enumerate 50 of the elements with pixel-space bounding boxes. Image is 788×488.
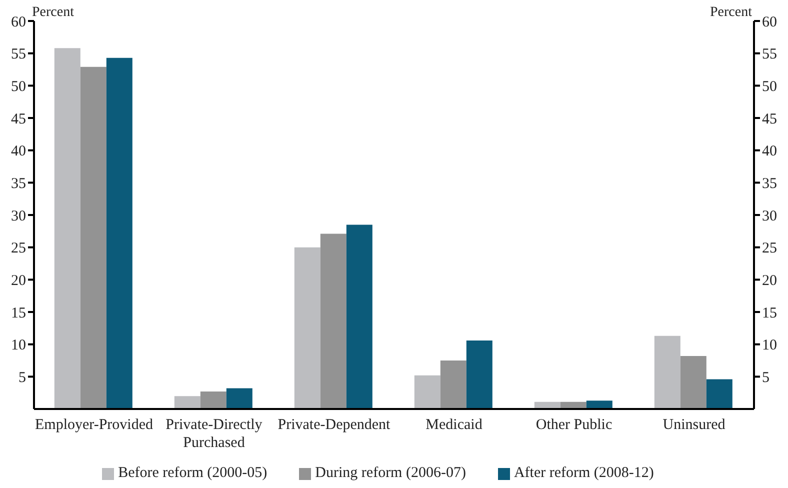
x-tick-label: Uninsured [662,417,726,433]
bar [54,48,80,409]
legend-label: After reform (2008-12) [514,465,654,481]
y-tick-label: 30 [11,208,26,224]
y2-tick-label: 5 [762,370,770,386]
y-tick-label: 5 [18,370,26,386]
x-tick-label: Private-Directly Purchased [166,417,263,451]
y2-tick-label: 15 [762,305,777,322]
bar [200,392,226,409]
y2-tick-label: 45 [762,111,777,128]
bar [106,58,132,409]
y-tick-label: 10 [11,338,26,354]
bar [654,336,680,409]
y-tick-label: 50 [11,78,26,95]
legend-label: Before reform (2000-05) [118,465,268,481]
bar [80,66,106,409]
y2-tick-label: 55 [762,46,777,63]
y2-tick-label: 60 [762,14,777,30]
x-tick-label: Medicaid [426,417,483,433]
y-tick-label: 60 [11,14,26,30]
bar [226,388,252,409]
x-tick-label: Employer-Provided [34,417,154,433]
x-tick-label: Private-Dependent [278,417,392,433]
y-tick-label: 25 [11,240,26,257]
legend-label: During reform (2006-07) [315,465,466,481]
bar [346,224,372,409]
bar [466,340,492,409]
y2-tick-label: 35 [762,176,777,192]
bar [414,375,440,409]
y2-axis-title: Percent [710,5,752,20]
y-tick-label: 55 [11,46,26,63]
y2-tick-label: 40 [762,144,777,160]
bar [294,247,320,409]
y-tick-label: 20 [11,272,26,289]
y2-tick-label: 20 [762,272,777,289]
bar [440,360,466,409]
y-tick-label: 45 [11,111,26,128]
bar [174,396,200,409]
y-tick-label: 15 [11,305,26,322]
y-axis-title: Percent [32,5,74,20]
y2-tick-label: 50 [762,78,777,95]
bar [680,356,706,409]
y2-tick-label: 10 [762,338,777,354]
y-tick-label: 40 [11,144,26,160]
bar [706,379,732,409]
y2-tick-label: 30 [762,208,777,224]
y2-tick-label: 25 [762,240,777,257]
y-tick-label: 35 [11,176,26,192]
bar [320,234,346,409]
x-tick-label: Other Public [536,417,612,433]
